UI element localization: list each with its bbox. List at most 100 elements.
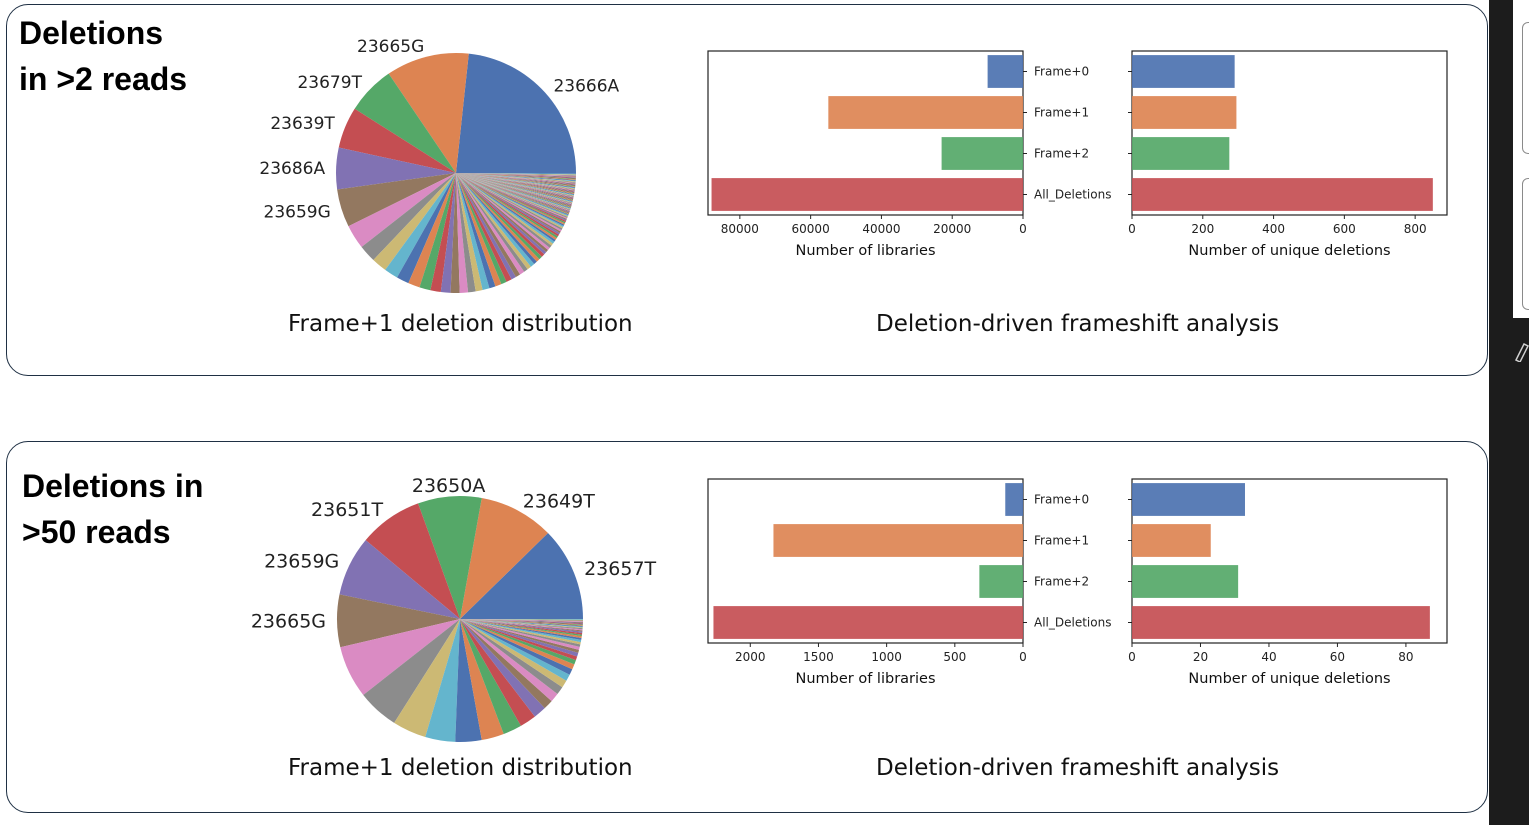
pie-slice	[456, 173, 564, 229]
pie-slice	[456, 173, 576, 183]
pie-slice	[456, 173, 542, 260]
pie-slice	[456, 173, 556, 242]
category-label: All_Deletions	[1034, 188, 1111, 202]
bar	[828, 96, 1023, 129]
pie-slice	[456, 173, 528, 272]
pie-slice	[460, 619, 583, 629]
pie-label: 23665G	[357, 37, 424, 57]
pie-slice	[460, 619, 583, 628]
pie-slice	[460, 533, 583, 619]
pie-slice	[456, 173, 512, 282]
pie-slice	[456, 173, 576, 176]
pie-slice	[460, 619, 504, 741]
pie-slice	[456, 173, 547, 255]
pie-slice	[456, 173, 575, 194]
pie-slice	[456, 173, 576, 178]
category-label: All_Deletions	[1034, 616, 1111, 630]
bar	[987, 55, 1023, 88]
pie-slice	[456, 173, 567, 220]
side-card[interactable]	[1522, 22, 1529, 154]
pie-slice	[456, 173, 476, 293]
pie-slice	[456, 173, 576, 185]
pie-slice	[456, 173, 565, 226]
category-label: Frame+0	[1034, 493, 1089, 507]
pen-icon[interactable]	[1514, 338, 1529, 362]
bar-caption: Deletion-driven frameshift analysis	[876, 311, 1280, 337]
pie-slice	[460, 619, 558, 702]
pie-slice	[456, 173, 545, 257]
pie-slice	[460, 619, 582, 640]
pie-label: 23666A	[553, 76, 619, 96]
pie-caption: Frame+1 deletion distribution	[288, 311, 633, 337]
pie-slice	[456, 173, 521, 277]
pie-slice	[456, 173, 574, 197]
pie-slice	[456, 173, 555, 244]
pie-slice	[456, 173, 561, 234]
pie-slice	[456, 173, 531, 270]
category-label: Frame+1	[1034, 534, 1089, 548]
pie-slice	[460, 619, 535, 726]
pie-chart-frame1-gt2: 23666A 23665G 23679T 23639T 23686A 23659G	[259, 37, 620, 293]
pie-slice	[456, 173, 569, 215]
pie-slice	[460, 619, 583, 630]
pie-slice	[456, 173, 573, 202]
pie-slice	[456, 173, 573, 203]
pie-slice	[456, 173, 576, 178]
side-card[interactable]	[1522, 178, 1529, 310]
x-tick-label: 2000	[735, 650, 766, 664]
pie-slice	[456, 173, 576, 176]
pie-slice	[456, 173, 576, 185]
pie-label: 23686A	[259, 159, 325, 179]
frameshift-bar-charts-gt50: 2000 1500 1000 500 0 Number of libraries 0 20 40…	[707, 478, 1448, 687]
pie-slice	[460, 619, 583, 632]
pie-slice	[456, 173, 576, 180]
pie-slice	[456, 173, 576, 189]
pie-slice	[340, 619, 460, 695]
pie-slice	[456, 173, 525, 275]
pie-slice	[456, 173, 576, 179]
pie-slice	[456, 173, 576, 181]
pie-slice	[337, 173, 456, 227]
pie-slice	[456, 173, 575, 192]
pie-label: 23650A	[412, 475, 485, 497]
category-label: Frame+1	[1034, 106, 1089, 120]
x-axis-label: Number of libraries	[795, 243, 935, 259]
pie-slice	[338, 108, 456, 173]
pie-slice	[337, 594, 460, 648]
pie-slice	[456, 173, 573, 203]
pie-slice	[394, 619, 460, 737]
pie-slice	[456, 173, 574, 199]
pie-slice	[456, 173, 558, 239]
x-tick-label: 40	[1261, 650, 1276, 664]
bar	[1132, 178, 1433, 211]
pie-slice	[456, 173, 565, 225]
pie-slice	[456, 173, 571, 209]
pie-slice	[456, 173, 502, 287]
pie-slice	[388, 52, 469, 173]
x-tick-label: 800	[1404, 222, 1427, 236]
pie-slice	[373, 173, 456, 270]
pie-slice	[456, 173, 552, 248]
pie-slice	[456, 173, 572, 207]
x-tick-label: 0	[1128, 222, 1136, 236]
pie-slice	[456, 173, 574, 198]
axes-frame	[1131, 478, 1448, 644]
x-axis-label: Number of libraries	[795, 671, 935, 687]
x-tick-label: 60000	[792, 222, 830, 236]
pie-slice	[456, 53, 576, 173]
pie-slice	[456, 173, 567, 223]
pie-slice	[456, 173, 537, 265]
pie-slice	[363, 619, 460, 723]
pie-slice	[460, 619, 576, 665]
pie-slice	[460, 619, 552, 709]
x-tick-label: 200	[1191, 222, 1214, 236]
bar	[979, 565, 1023, 598]
pie-slice	[425, 619, 460, 742]
axes-frame	[707, 478, 1024, 644]
pie-slice	[456, 173, 576, 186]
pie-slice	[460, 619, 573, 675]
x-tick-label: 600	[1333, 222, 1356, 236]
panel-title: Deletions in >50 reads	[22, 468, 204, 550]
bar	[1132, 55, 1235, 88]
x-tick-label: 0	[1019, 222, 1027, 236]
